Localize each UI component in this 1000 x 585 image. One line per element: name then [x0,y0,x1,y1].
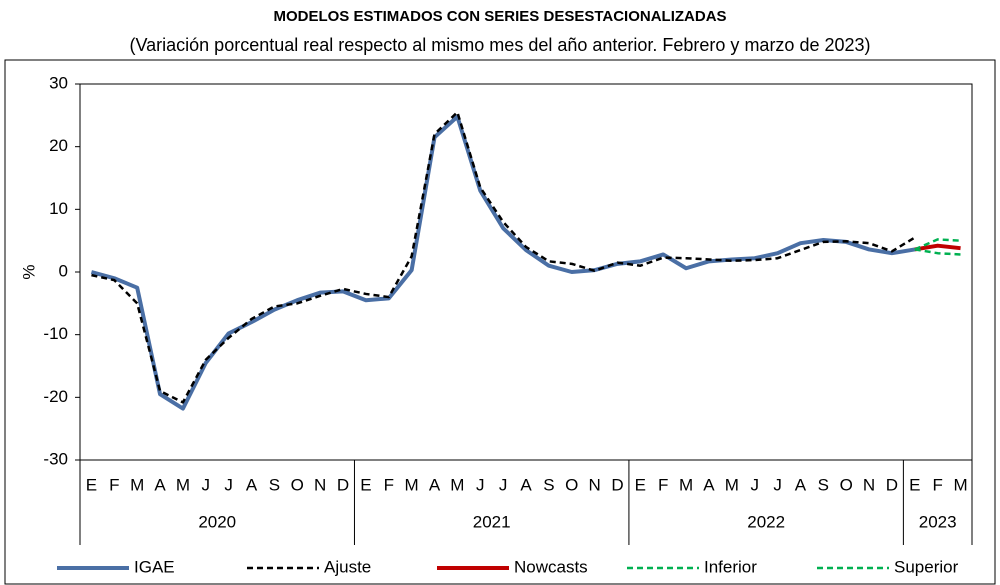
x-tick-label: E [635,475,646,494]
x-tick-label: S [543,475,554,494]
y-tick-label: 0 [59,261,68,280]
x-tick-label: J [202,475,211,494]
x-tick-label: M [130,475,144,494]
legend-label: Ajuste [324,557,371,576]
x-tick-label: F [658,475,668,494]
x-tick-label: O [291,475,304,494]
x-tick-label: E [909,475,920,494]
x-tick-label: A [429,475,441,494]
x-tick-label: J [499,475,508,494]
plot-area [79,83,973,461]
x-tick-label: F [109,475,119,494]
x-tick-label: D [611,475,623,494]
x-tick-label: E [86,475,97,494]
x-tick-label: J [750,475,759,494]
x-group-label: 2021 [473,512,511,531]
legend-label: Inferior [704,557,757,576]
series-line [914,243,961,252]
y-tick-label: 30 [49,73,68,92]
x-tick-label: F [384,475,394,494]
x-tick-label: M [953,475,967,494]
x-tick-label: E [360,475,371,494]
chart-frame [4,59,996,585]
x-tick-label: J [773,475,782,494]
legend-label: Nowcasts [514,557,588,576]
x-tick-label: M [679,475,693,494]
y-tick-label: -20 [43,387,68,406]
x-tick-label: J [476,475,485,494]
y-axis-label: % [19,264,38,279]
x-tick-label: N [588,475,600,494]
x-tick-label: A [703,475,715,494]
y-tick-label: -10 [43,324,68,343]
x-tick-label: O [840,475,853,494]
series-line [91,110,916,404]
x-tick-label: M [405,475,419,494]
x-group-label: 2020 [198,512,236,531]
x-tick-label: S [818,475,829,494]
x-tick-label: A [520,475,532,494]
series-line [90,114,916,411]
x-tick-label: S [269,475,280,494]
x-tick-label: A [154,475,166,494]
legend-label: Superior [894,557,959,576]
x-tick-label: N [863,475,875,494]
x-tick-label: M [450,475,464,494]
x-tick-label: M [176,475,190,494]
x-tick-label: O [565,475,578,494]
x-tick-label: N [314,475,326,494]
x-tick-label: J [224,475,233,494]
series-line [914,238,961,251]
x-tick-label: D [886,475,898,494]
x-tick-label: A [795,475,807,494]
x-tick-label: D [337,475,349,494]
y-tick-label: 20 [49,136,68,155]
chart-subtitle: (Variación porcentual real respecto al m… [129,35,870,55]
series-line [914,248,961,256]
x-group-label: 2022 [747,512,785,531]
y-tick-label: -30 [43,449,68,468]
x-tick-label: F [932,475,942,494]
x-group-label: 2023 [919,512,957,531]
legend-label: IGAE [134,557,175,576]
y-tick-label: 10 [49,199,68,218]
x-tick-label: M [725,475,739,494]
chart-title: MODELOS ESTIMADOS CON SERIES DESESTACION… [273,8,726,25]
x-tick-label: A [246,475,258,494]
